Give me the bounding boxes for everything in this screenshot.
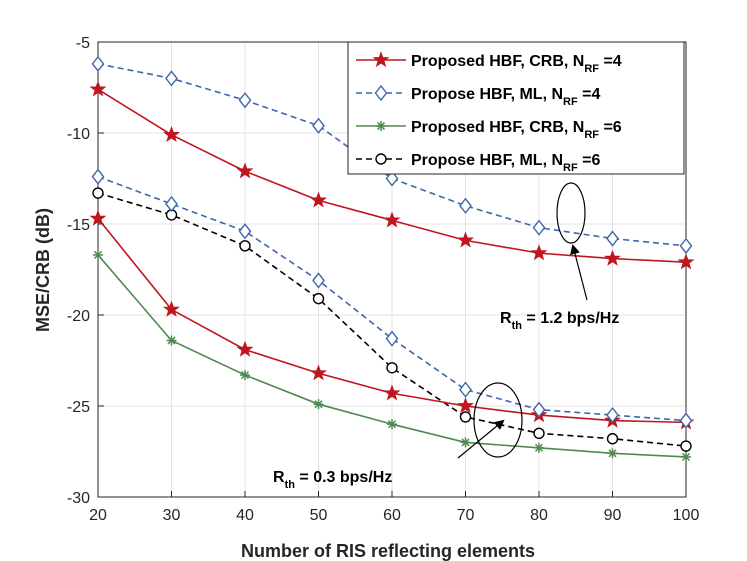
data-point-ml4_r03	[385, 330, 399, 347]
data-point-ml4_r03	[165, 195, 178, 213]
x-tick-label: 80	[530, 507, 548, 524]
data-point-crb6_r12	[460, 437, 471, 448]
data-point-ml6_r12	[606, 433, 619, 445]
legend-marker	[372, 51, 390, 68]
legend-box	[347, 41, 685, 175]
rth12-arrow	[570, 244, 588, 301]
data-point-crb4_r03	[310, 364, 327, 381]
data-point-ml4_r12	[91, 55, 105, 72]
series-crb4_r12	[89, 80, 695, 270]
data-point-crb4_r03	[236, 340, 254, 357]
rth12-label: Rth = 1.2 bps/Hz	[500, 310, 619, 332]
legend-marker	[375, 153, 387, 165]
legend-item-ml6_r12: Propose HBF, ML, NRF =6	[356, 152, 600, 174]
data-point-crb6_r12	[387, 419, 397, 430]
data-point-crb6_r12	[93, 249, 103, 260]
rth03-arrow	[457, 419, 505, 459]
data-point-crb4_r12	[457, 231, 474, 248]
legend-marker	[374, 84, 388, 102]
data-point-ml4_r12	[459, 197, 472, 214]
data-point-ml6_r12	[239, 240, 251, 252]
data-point-ml4_r12	[679, 237, 693, 254]
data-point-ml4_r12	[238, 92, 252, 109]
series-ml6_r12	[92, 187, 692, 452]
data-point-crb6_r12	[681, 451, 691, 462]
legend-label: Proposed HBF, CRB, NRF =4	[411, 53, 622, 75]
data-point-ml4_r03	[459, 381, 472, 398]
data-point-ml6_r12	[533, 427, 545, 439]
x-tick-label: 50	[310, 507, 328, 524]
x-tick-label: 90	[604, 507, 622, 524]
data-point-crb4_r12	[530, 244, 548, 261]
data-point-ml4_r12	[606, 230, 619, 247]
data-point-crb4_r03	[89, 209, 107, 226]
y-tick-label: -5	[76, 35, 90, 52]
data-point-crb6_r12	[313, 399, 324, 410]
legend-label: Propose HBF, ML, NRF =6	[411, 152, 600, 174]
data-point-crb4_r12	[677, 253, 695, 270]
data-point-crb4_r12	[383, 211, 401, 228]
data-point-crb4_r12	[604, 249, 621, 266]
data-point-crb4_r03	[163, 300, 180, 317]
x-tick-label: 20	[89, 507, 107, 524]
legend: Proposed HBF, CRB, NRF =4 Propose HBF, ML…	[347, 41, 685, 175]
legend-item-ml4_r12: Propose HBF, ML, NRF =4	[356, 84, 600, 108]
data-point-ml4_r03	[238, 223, 252, 240]
data-point-ml6_r12	[459, 411, 472, 423]
data-point-crb4_r12	[163, 125, 180, 142]
series-line-ml4_r12	[97, 63, 687, 247]
y-tick-label: -20	[67, 308, 90, 325]
x-tick-label: 40	[236, 507, 254, 524]
legend-label: Proposed HBF, CRB, NRF =6	[411, 119, 622, 141]
data-point-crb4_r03	[457, 397, 474, 414]
data-point-ml4_r12	[312, 117, 325, 134]
data-point-ml6_r12	[92, 187, 104, 199]
series-layer	[89, 55, 695, 462]
data-point-ml6_r12	[680, 440, 692, 452]
y-tick-label: -25	[67, 399, 90, 416]
x-tick-label: 100	[673, 507, 700, 524]
data-point-ml6_r12	[386, 362, 398, 374]
data-point-crb6_r12	[534, 442, 544, 453]
y-tick-label: -30	[67, 490, 90, 507]
legend-item-crb4_r12: Proposed HBF, CRB, NRF =4	[356, 51, 622, 75]
series-ml4_r03	[91, 168, 693, 429]
rth03-ellipse	[473, 382, 523, 458]
y-tick-label: -15	[67, 217, 90, 234]
data-point-crb6_r12	[166, 335, 177, 346]
data-point-ml4_r03	[312, 272, 325, 289]
series-line-ml4_r03	[97, 175, 687, 422]
x-axis-label: Number of RIS reflecting elements	[241, 541, 535, 561]
data-point-crb4_r12	[236, 162, 254, 179]
data-point-crb4_r12	[310, 191, 327, 208]
data-point-crb4_r03	[383, 384, 401, 401]
x-tick-label: 70	[457, 507, 475, 524]
series-ml4_r12	[91, 55, 693, 254]
axis-ticks: 20 30 40 50 60 70 80 90 100 -5 -10 -15 -20 -25 -30	[67, 35, 700, 524]
rth03-label: Rth = 0.3 bps/Hz	[273, 469, 392, 491]
legend-marker	[376, 121, 386, 131]
data-point-crb4_r12	[89, 80, 107, 97]
data-point-ml4_r03	[532, 401, 546, 418]
data-point-ml4_r12	[165, 70, 178, 87]
legend-item-crb6_r12: Proposed HBF, CRB, NRF =6	[356, 119, 622, 141]
rth12-ellipse	[556, 182, 586, 244]
data-point-ml4_r03	[679, 412, 693, 429]
data-point-ml4_r12	[385, 170, 399, 187]
data-point-crb6_r12	[607, 448, 618, 459]
series-line-ml6_r12	[97, 192, 687, 447]
x-tick-label: 60	[383, 507, 401, 524]
data-point-crb6_r12	[240, 370, 250, 381]
data-point-ml4_r03	[91, 168, 105, 185]
legend-label: Propose HBF, ML, NRF =4	[411, 86, 600, 108]
y-tick-label: -10	[67, 126, 90, 143]
data-point-ml4_r12	[532, 219, 546, 236]
series-crb6_r12	[93, 249, 691, 462]
data-point-ml6_r12	[312, 292, 325, 305]
data-point-ml4_r03	[606, 406, 619, 424]
y-axis-label: MSE/CRB (dB)	[33, 208, 53, 332]
x-tick-label: 30	[163, 507, 181, 524]
